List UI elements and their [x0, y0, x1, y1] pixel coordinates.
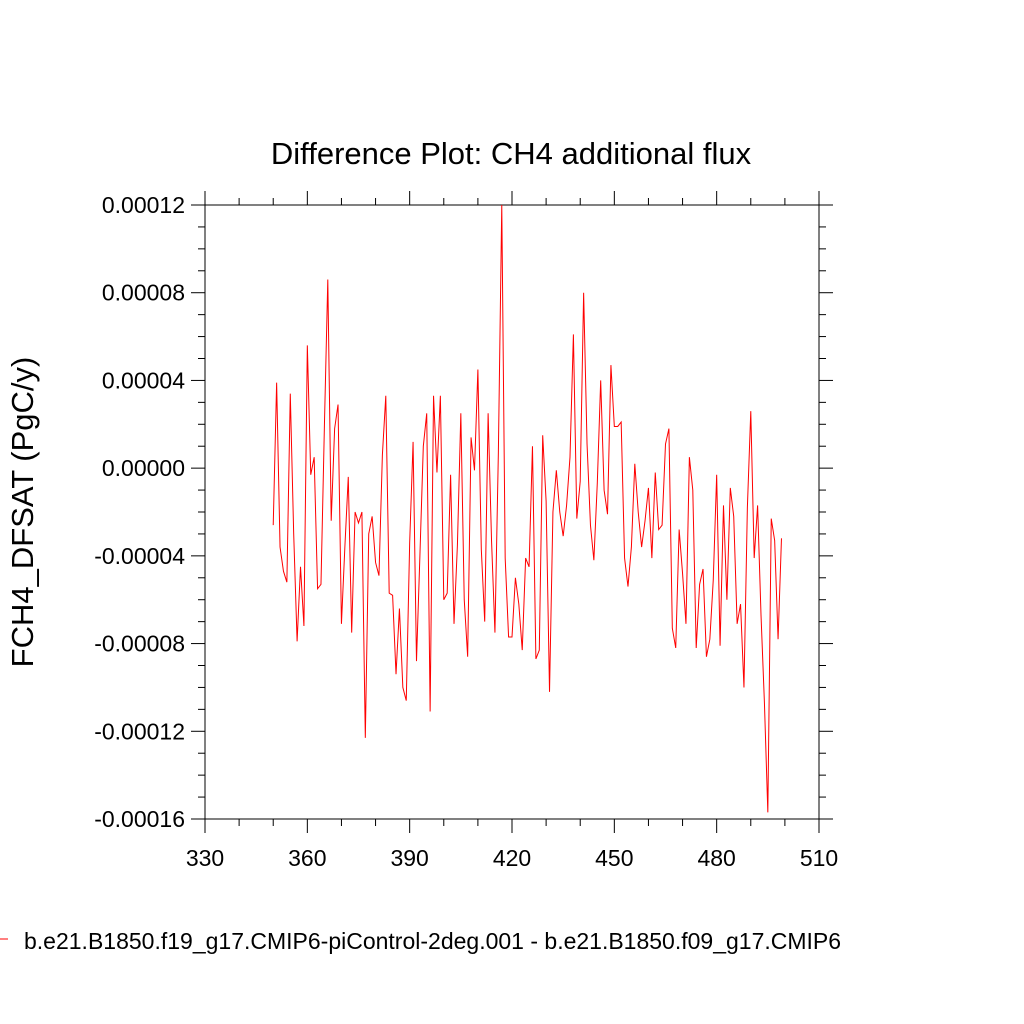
axis-ticks — [191, 191, 833, 833]
x-tick-label: 390 — [390, 845, 428, 871]
x-tick-label: 360 — [288, 845, 326, 871]
y-tick-label: 0.00000 — [102, 455, 185, 481]
y-tick-label: -0.00012 — [94, 718, 185, 744]
x-tick-label: 450 — [595, 845, 633, 871]
x-tick-label: 420 — [493, 845, 531, 871]
y-tick-label: -0.00004 — [94, 543, 185, 569]
legend: b.e21.B1850.f19_g17.CMIP6-piControl-2deg… — [0, 928, 841, 954]
x-tick-label: 480 — [697, 845, 735, 871]
series-line — [272, 204, 782, 813]
series-layer — [272, 204, 782, 813]
legend-label: b.e21.B1850.f19_g17.CMIP6-piControl-2deg… — [24, 928, 841, 954]
y-tick-label: -0.00008 — [94, 631, 185, 657]
x-tick-label: 510 — [800, 845, 838, 871]
y-axis-label: FCH4_DFSAT (PgC/y) — [5, 357, 40, 668]
y-tick-label: 0.00008 — [102, 280, 185, 306]
x-tick-label: 330 — [186, 845, 224, 871]
y-tick-label: -0.00016 — [94, 806, 185, 832]
plot-frame — [204, 204, 820, 820]
y-tick-label: 0.00004 — [102, 367, 185, 393]
tick-labels: 330 360 390 420 450 480 510 -0.00016 -0.00012 -0.… — [94, 192, 838, 871]
y-tick-label: 0.00012 — [102, 192, 185, 218]
chart-title: Difference Plot: CH4 additional flux — [271, 136, 752, 171]
